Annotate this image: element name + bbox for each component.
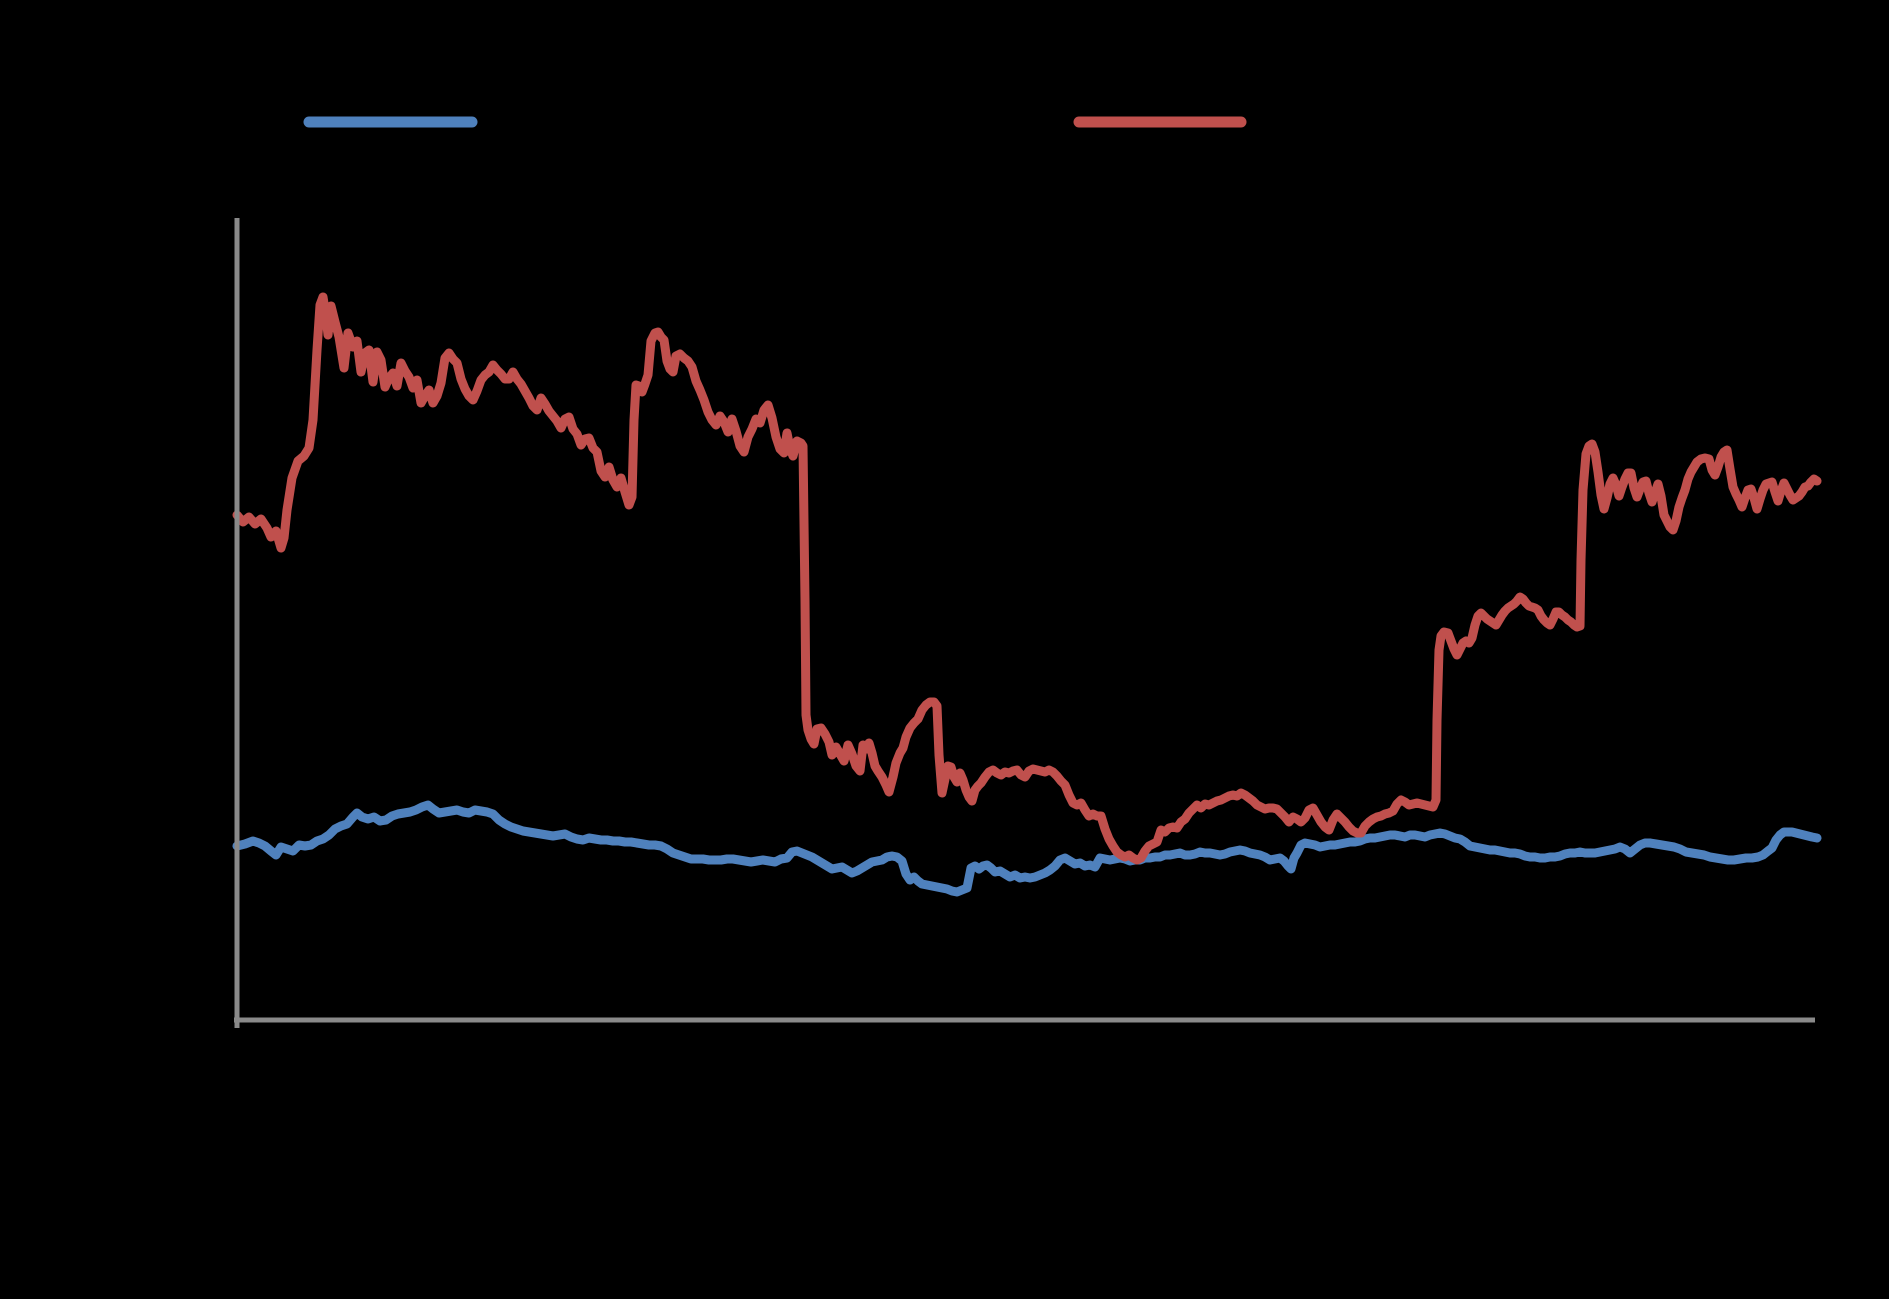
blue-series-line — [232, 800, 1822, 897]
red-series-line — [232, 292, 1822, 865]
